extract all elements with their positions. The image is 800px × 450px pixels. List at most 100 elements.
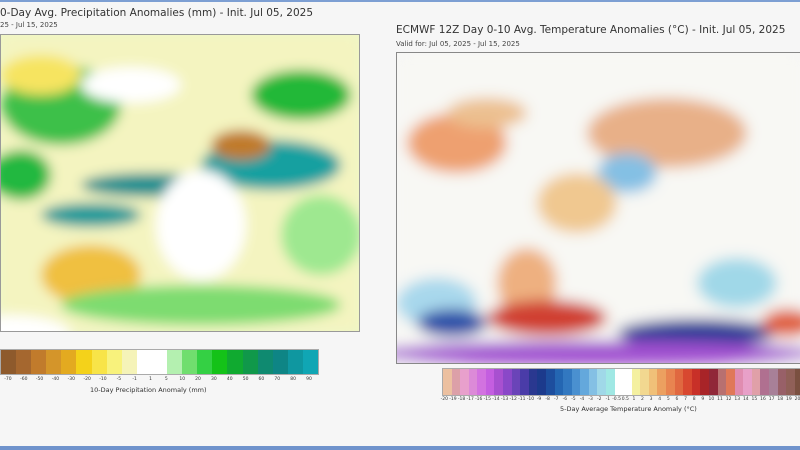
colorbar-tick-label: 6 [675,397,679,402]
window-bottom-border [0,446,800,450]
colorbar-segment [61,350,77,374]
colorbar-segment [786,369,795,395]
colorbar-segment [167,350,183,374]
colorbar-tick-label: 17 [768,397,775,402]
precip-chart-title: 0-Day Avg. Precipitation Anomalies (mm) … [0,7,313,19]
colorbar-tick-label: -19 [449,397,457,402]
colorbar-tick-label: -5 [116,377,122,382]
temp-chart-subtitle: Valid for: Jul 05, 2025 - Jul 15, 2025 [396,40,520,48]
colorbar-segment [451,369,461,395]
colorbar-segment [700,369,709,395]
colorbar-segment [443,369,452,395]
colorbar-segment [242,350,258,374]
colorbar-segment [545,369,555,395]
colorbar-tick-label: 20 [794,397,800,402]
colorbar-tick-label: -11 [518,397,526,402]
colorbar-tick-label: -20 [83,377,91,382]
colorbar-tick-label: 40 [226,377,233,382]
colorbar-segment [520,369,529,395]
precip-colorbar-ticks: -70 -60 -50 -40 -30 -20 -10 -5 -1 1 5 10 20 30 40 50 60 7… [0,377,317,382]
colorbar-tick-label: 1 [632,397,636,402]
colorbar-segment [580,369,589,395]
colorbar-tick-label: 30 [211,377,217,382]
colorbar-tick-label: 10 [708,397,715,402]
colorbar-tick-label: 18 [777,397,784,402]
colorbar-segment [605,369,615,395]
colorbar-tick-label: -10 [526,397,535,402]
colorbar-tick-label: 13 [734,397,741,402]
colorbar-tick-label: -50 [35,377,44,382]
colorbar-segment [227,350,243,374]
colorbar-segment [121,350,137,374]
colorbar-segment [674,369,684,395]
colorbar-segment [614,369,624,395]
colorbar-segment [554,369,564,395]
colorbar-tick-label: -6 [562,397,568,402]
colorbar-tick-label: -10 [99,377,107,382]
colorbar-tick-label: 16 [760,397,766,402]
colorbar-segment [511,369,521,395]
colorbar-segment [726,369,735,395]
precip-colorbar-label: 10-Day Precipitation Anomaly (mm) [90,386,207,394]
colorbar-segment [683,369,692,395]
colorbar-tick-label: 80 [290,377,296,382]
colorbar-segment [503,369,512,395]
colorbar-segment [197,350,213,374]
colorbar-segment [631,369,641,395]
colorbar-segment [666,369,675,395]
colorbar-tick-label: 0.5 [621,397,629,402]
colorbar-tick-label: 90 [306,377,312,382]
colorbar-segment [46,350,62,374]
colorbar-segment [708,369,718,395]
colorbar-segment [477,369,486,395]
temp-map-field [397,53,800,363]
colorbar-segment [571,369,581,395]
colorbar-segment [212,350,228,374]
colorbar-tick-label: 15 [751,397,758,402]
colorbar-segment [468,369,478,395]
colorbar-segment [751,369,761,395]
colorbar-segment [640,369,649,395]
colorbar-tick-label: 11 [717,397,723,402]
colorbar-tick-label: 12 [725,397,732,402]
colorbar-tick-label: 60 [258,377,265,382]
colorbar-tick-label: 5 [666,397,670,402]
temp-colorbar-label: 5-Day Average Temperature Anomaly (°C) [560,405,697,413]
colorbar-segment [597,369,606,395]
colorbar-segment [76,350,92,374]
colorbar-tick-label: 7 [684,397,687,402]
colorbar-segment [151,350,168,374]
colorbar-tick-label: 19 [785,397,792,402]
colorbar-tick-label: 50 [242,377,249,382]
colorbar-tick-label: -4 [579,397,585,402]
precip-anomaly-map [0,34,360,332]
colorbar-segment [691,369,701,395]
colorbar-tick-label: 8 [692,397,696,402]
colorbar-tick-label: -60 [20,377,28,382]
colorbar-tick-label: -30 [67,377,75,382]
colorbar-tick-label: 9 [701,397,705,402]
colorbar-tick-label: -2 [597,397,602,402]
colorbar-tick-label: -17 [466,397,474,402]
colorbar-tick-label: 14 [742,397,749,402]
colorbar-tick-label: 4 [658,397,662,402]
colorbar-tick-label: -20 [440,397,448,402]
colorbar-segment [777,369,787,395]
colorbar-tick-label: 70 [274,377,281,382]
precip-map-field [1,35,359,331]
colorbar-tick-label: -3 [588,397,593,402]
colorbar-tick-label: 5 [164,377,168,382]
colorbar-tick-label: 20 [195,377,201,382]
colorbar-segment [106,350,122,374]
colorbar-segment [272,350,288,374]
colorbar-segment [287,350,303,374]
colorbar-segment [734,369,744,395]
colorbar-segment [537,369,546,395]
colorbar-segment [1,350,17,374]
colorbar-segment [460,369,469,395]
colorbar-tick-label: 3 [649,397,653,402]
colorbar-segment [768,369,778,395]
colorbar-tick-label: -8 [545,397,550,402]
colorbar-tick-label: -18 [457,397,466,402]
colorbar-tick-label: -13 [500,397,509,402]
